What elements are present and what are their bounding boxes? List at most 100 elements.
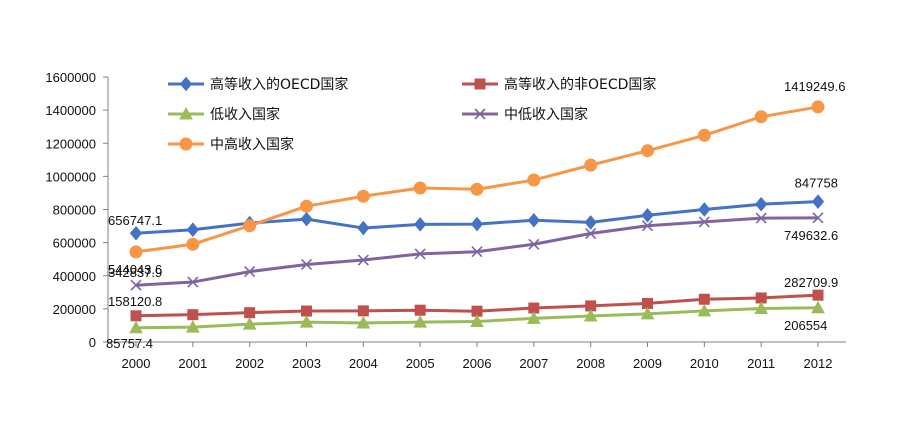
data-label: 1419249.6 — [784, 79, 845, 94]
series-3-point — [300, 258, 313, 271]
y-tick-label: 400000 — [53, 269, 96, 284]
y-tick-label: 800000 — [53, 203, 96, 218]
series-markers — [129, 100, 825, 334]
x-tick-label: 2007 — [519, 356, 548, 371]
x-tick-label: 2000 — [122, 356, 151, 371]
series-3-point — [130, 279, 142, 291]
series-1-point — [187, 309, 199, 321]
series-4-point — [697, 128, 711, 142]
series-3-point — [585, 227, 597, 240]
series-4-point — [129, 245, 143, 259]
series-2-point — [299, 315, 314, 328]
x-tick-label: 2012 — [804, 356, 833, 371]
legend-swatch-marker — [474, 78, 486, 90]
y-tick-label: 600000 — [53, 236, 96, 251]
series-0-point — [414, 217, 427, 232]
series-2-point — [811, 300, 825, 314]
series-3-point — [414, 248, 426, 260]
data-label: 544043.6 — [108, 262, 162, 277]
series-2-point — [185, 320, 200, 333]
series-4-point — [243, 219, 257, 233]
y-tick-label: 0 — [89, 335, 96, 350]
x-tick-label: 2002 — [235, 356, 264, 371]
series-4-point — [186, 237, 200, 251]
series-0-point — [300, 211, 313, 227]
legend-label: 低收入国家 — [210, 106, 280, 123]
legend-swatch-marker — [474, 108, 486, 120]
series-1-point — [244, 307, 256, 319]
series-4-point — [300, 199, 313, 213]
legend-swatch-marker — [179, 137, 193, 151]
series-2-point — [242, 317, 257, 330]
x-tick-label: 2008 — [576, 356, 605, 371]
y-tick-label: 1000000 — [45, 169, 96, 184]
legend-item-2: 低收入国家 — [168, 106, 280, 123]
data-label: 206554 — [784, 318, 827, 333]
legend-label: 中低收入国家 — [504, 106, 588, 123]
series-0-point — [811, 194, 825, 209]
data-label: 656747.1 — [108, 213, 162, 228]
data-label: 85757.4 — [106, 336, 153, 351]
series-0-point — [755, 196, 768, 212]
series-0-point — [698, 202, 711, 217]
x-tick-label: 2010 — [690, 356, 719, 371]
legend-item-0: 高等收入的OECD国家 — [168, 76, 348, 93]
series-4-point — [470, 182, 484, 196]
data-label: 282709.9 — [784, 275, 838, 290]
data-label: 342837.9 — [108, 265, 162, 280]
legend-item-1: 高等收入的非OECD国家 — [462, 76, 656, 93]
y-tick-label: 200000 — [53, 302, 96, 317]
series-2-point — [526, 311, 541, 324]
legend-item-4: 中高收入国家 — [168, 136, 294, 153]
legend-swatch-marker — [179, 76, 193, 92]
legend-label: 高等收入的非OECD国家 — [504, 76, 656, 93]
series-3-point — [528, 238, 540, 250]
legend-item-3: 中低收入国家 — [462, 106, 588, 123]
series-2-point — [697, 303, 712, 317]
series-4-point — [413, 181, 427, 195]
series-0-point — [527, 212, 540, 228]
series-2-point — [640, 306, 655, 320]
series-4-point — [641, 144, 654, 158]
series-2-point — [413, 315, 428, 328]
series-3-point — [187, 276, 199, 288]
series-1-point — [414, 304, 426, 316]
series-1-point — [357, 305, 369, 317]
x-tick-label: 2011 — [747, 356, 775, 371]
series-2-point — [470, 314, 484, 327]
series-3-point — [244, 266, 256, 278]
legend-label: 中高收入国家 — [210, 136, 294, 153]
series-3-point — [698, 216, 710, 228]
axes: 0 200000 400000 600000 800000 1000000 1200000 1… — [45, 70, 846, 371]
series-0-point — [584, 215, 597, 230]
series-4-point — [356, 189, 370, 203]
series-3-point — [812, 212, 824, 224]
series-1-point — [812, 289, 824, 301]
x-tick-label: 2005 — [406, 356, 435, 371]
series-1-point — [755, 292, 767, 304]
series-3-point — [641, 220, 654, 232]
series-2-point — [583, 308, 598, 322]
data-label: 749632.6 — [784, 228, 838, 243]
series-1-point — [130, 310, 142, 322]
series-4-point — [754, 110, 768, 124]
data-label: 158120.8 — [108, 294, 162, 309]
series-1-point — [301, 305, 312, 317]
x-tick-label: 2003 — [292, 356, 321, 371]
x-tick-label: 2001 — [178, 356, 207, 371]
data-labels: 656747.1 847758 158120.8 282709.9 85757.4 206… — [106, 79, 845, 351]
series-4-point — [527, 173, 541, 187]
series-4-point — [584, 158, 598, 172]
data-label: 847758 — [795, 176, 838, 191]
series-0-point — [186, 222, 199, 237]
series-4-point — [811, 100, 825, 114]
x-tick-label: 2009 — [633, 356, 662, 371]
series-0-point — [641, 208, 654, 223]
series-0-point — [129, 225, 143, 241]
legend-label: 高等收入的OECD国家 — [210, 76, 348, 93]
x-tick-label: 2004 — [349, 356, 378, 371]
legend-swatch-marker — [179, 106, 193, 120]
